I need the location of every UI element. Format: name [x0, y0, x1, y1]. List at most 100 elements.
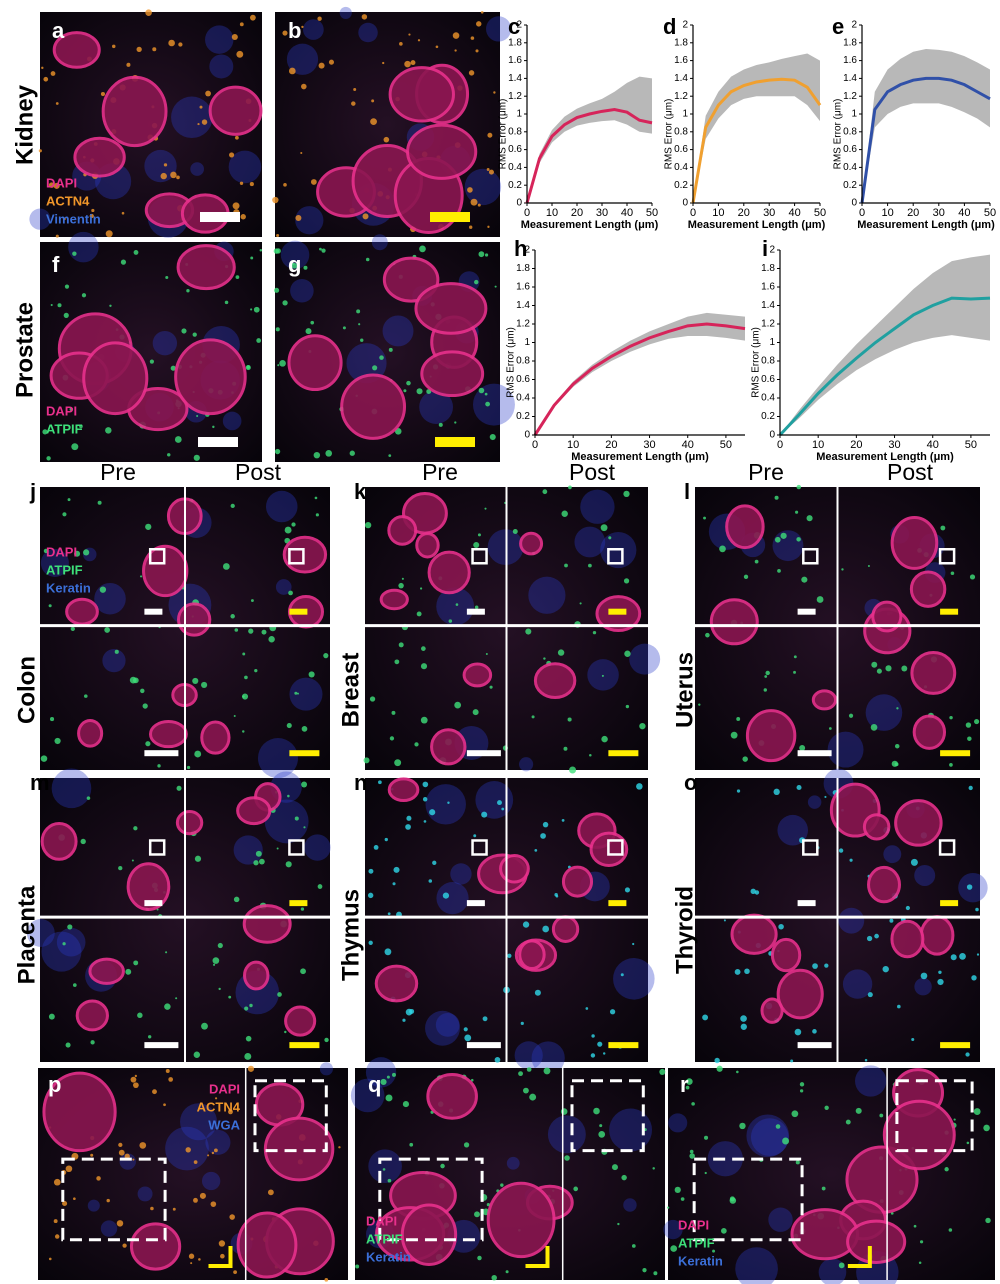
inset-box: [471, 548, 488, 565]
texture: [870, 724, 878, 731]
texture: [735, 1247, 778, 1284]
texture: [455, 603, 459, 606]
texture: [542, 821, 549, 828]
texture: [277, 992, 282, 997]
texture: [488, 169, 494, 175]
texture: [358, 22, 378, 43]
scale-bar: [797, 608, 816, 615]
texture: [255, 850, 262, 857]
texture: [116, 1220, 124, 1227]
texture: [429, 809, 436, 816]
texture: [284, 526, 292, 534]
panel-letter: j: [29, 479, 36, 504]
column-header: Pre: [422, 459, 458, 485]
texture: [435, 1012, 460, 1037]
error-band: [527, 76, 652, 203]
y-tick-label: 1.2: [516, 319, 530, 330]
texture: [842, 969, 873, 999]
texture: [968, 785, 973, 791]
texture: [264, 799, 309, 844]
texture: [867, 564, 870, 568]
texture: [50, 71, 56, 76]
texture: [632, 942, 635, 946]
texture: [356, 309, 361, 314]
texture: [201, 681, 208, 689]
texture: [46, 456, 51, 461]
texture: [118, 1142, 123, 1147]
texture: [454, 701, 462, 709]
texture: [702, 1014, 709, 1021]
texture: [247, 1065, 255, 1072]
texture: [193, 454, 200, 461]
texture: [170, 171, 177, 179]
nucleus: [867, 865, 901, 904]
texture: [152, 47, 157, 52]
x-tick-label: 30: [888, 439, 900, 451]
texture: [51, 768, 92, 809]
texture: [249, 1003, 253, 1008]
micrograph-panel: [272, 6, 512, 238]
texture: [205, 90, 211, 97]
texture: [897, 1004, 901, 1009]
y-tick-label: 1.8: [508, 37, 522, 48]
texture: [393, 866, 400, 873]
texture: [774, 536, 781, 543]
texture: [623, 1198, 637, 1212]
texture: [773, 788, 780, 796]
texture: [69, 407, 74, 412]
scale-bar: [466, 1042, 501, 1049]
scale-bar: [430, 212, 470, 222]
texture: [423, 820, 427, 823]
texture: [740, 1023, 747, 1030]
x-tick-label: 40: [682, 439, 694, 451]
texture: [41, 66, 44, 70]
nucleus: [374, 964, 419, 1003]
texture: [474, 1211, 480, 1218]
texture: [313, 451, 321, 459]
legend-entry: DAPI: [46, 175, 77, 190]
texture: [301, 83, 307, 90]
nucleus: [730, 913, 778, 955]
texture: [481, 811, 488, 818]
texture: [824, 1105, 829, 1110]
y-tick-label: 1.2: [674, 91, 688, 102]
texture: [89, 213, 94, 219]
texture: [286, 43, 319, 75]
y-tick-label: 0.6: [843, 144, 857, 155]
texture: [131, 859, 134, 862]
texture: [176, 175, 180, 180]
texture: [685, 1085, 690, 1090]
y-tick-label: 1: [851, 109, 857, 120]
texture: [365, 1057, 397, 1088]
scale-bar: [608, 900, 627, 907]
texture: [452, 32, 460, 39]
texture: [284, 1030, 287, 1034]
texture: [561, 510, 568, 517]
texture: [611, 1164, 618, 1171]
texture: [165, 1069, 170, 1073]
texture: [501, 807, 505, 811]
texture: [222, 411, 242, 431]
texture: [592, 630, 597, 635]
texture: [190, 1262, 193, 1265]
texture: [318, 62, 325, 69]
texture: [882, 965, 889, 973]
micrograph-panel: [695, 484, 980, 770]
inset-box: [570, 1079, 645, 1153]
texture: [686, 1078, 693, 1085]
texture: [197, 123, 200, 126]
texture: [750, 888, 756, 895]
texture: [100, 91, 106, 97]
tissue-label: Breast: [337, 653, 364, 728]
legend-entry: Keratin: [366, 1249, 411, 1264]
texture: [193, 1051, 201, 1058]
texture: [485, 653, 488, 656]
panel-letter: o: [684, 770, 697, 795]
panel-letter: c: [508, 14, 520, 39]
texture: [199, 105, 203, 109]
x-axis-title: Measurement Length (μm): [521, 219, 659, 231]
texture: [394, 759, 402, 767]
x-tick-label: 10: [812, 439, 824, 451]
scale-bar: [608, 608, 627, 615]
texture: [119, 1153, 136, 1170]
